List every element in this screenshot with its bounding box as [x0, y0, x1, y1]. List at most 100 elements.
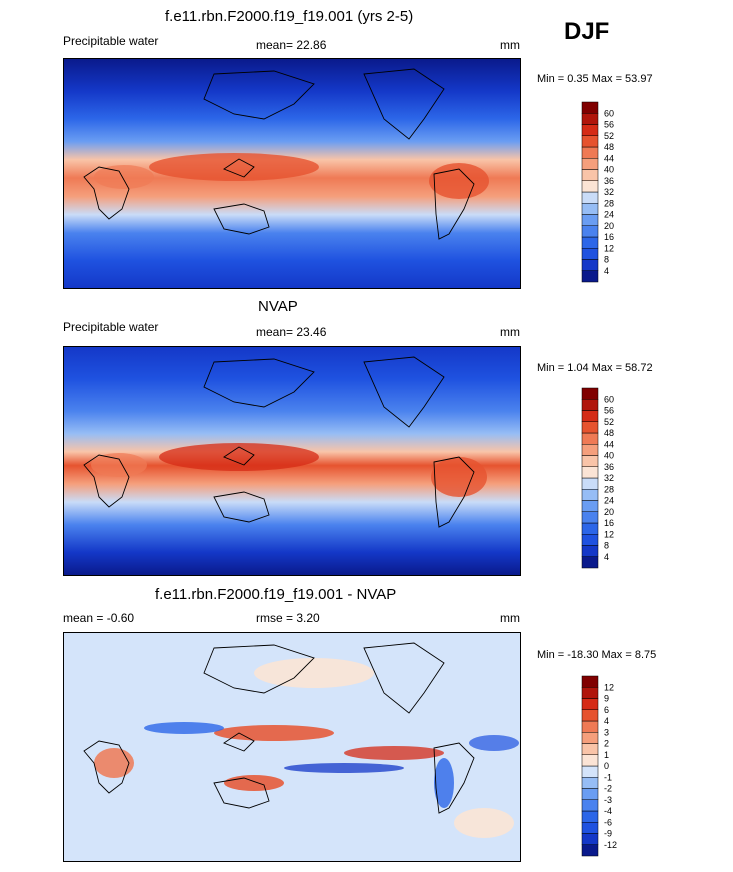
colorbar-tick-label: 4 — [604, 266, 609, 276]
panel2-title: NVAP — [258, 298, 298, 315]
colorbar-tick-label: 24 — [604, 210, 614, 220]
colorbar-tick-label: 32 — [604, 187, 614, 197]
panel3-map — [63, 632, 521, 862]
colorbar-swatch — [581, 421, 599, 434]
colorbar-tick-label: -3 — [604, 795, 612, 805]
colorbar-tick-label: 0 — [604, 761, 609, 771]
colorbar-swatch — [581, 675, 599, 688]
colorbar-tick-label: 16 — [604, 232, 614, 242]
colorbar-tick-label: -2 — [604, 784, 612, 794]
colorbar-tick-label: -9 — [604, 829, 612, 839]
colorbar-tick-label: -4 — [604, 806, 612, 816]
colorbar-swatch — [581, 743, 599, 755]
colorbar-tick-label: 4 — [604, 552, 609, 562]
colorbar-tick-label: 40 — [604, 451, 614, 461]
colorbar-swatch — [581, 810, 599, 823]
colorbar-tick-label: 1 — [604, 750, 609, 760]
colorbar-swatch — [581, 511, 599, 524]
colorbar-tick-label: 8 — [604, 255, 609, 265]
colorbar-swatch — [581, 124, 599, 136]
colorbar-swatch — [581, 732, 599, 744]
colorbar-tick-label: 12 — [604, 682, 614, 692]
colorbar-swatch — [581, 698, 599, 710]
colorbar-swatch — [581, 687, 599, 699]
colorbar-swatch — [581, 765, 599, 778]
colorbar-swatch — [581, 500, 599, 512]
colorbar-tick-label: 12 — [604, 529, 614, 539]
colorbar-swatch — [581, 236, 599, 249]
colorbar-swatch — [581, 180, 599, 193]
panel3-minmax-label: Min = -18.30 Max = 8.75 — [537, 649, 657, 661]
season-label: DJF — [564, 18, 610, 45]
colorbar-tick-label: -1 — [604, 772, 612, 782]
colorbar-swatch — [581, 709, 599, 722]
colorbar-tick-label: 16 — [604, 518, 614, 528]
panel1-title: f.e11.rbn.F2000.f19_f19.001 (yrs 2-5) — [165, 8, 414, 25]
colorbar-tick-label: 20 — [604, 221, 614, 231]
colorbar-swatch — [581, 477, 599, 490]
colorbar-swatch — [581, 270, 599, 283]
colorbar-swatch — [581, 489, 599, 501]
colorbar-swatch — [581, 158, 599, 170]
colorbar-swatch — [581, 259, 599, 271]
colorbar-tick-label: -12 — [604, 840, 617, 850]
colorbar-swatch — [581, 522, 599, 535]
colorbar-tick-label: 6 — [604, 705, 609, 715]
colorbar-tick-label: 56 — [604, 406, 614, 416]
colorbar-tick-label: 28 — [604, 198, 614, 208]
colorbar-swatch — [581, 844, 599, 857]
colorbar-swatch — [581, 833, 599, 845]
panel1-units-label: mm — [500, 38, 520, 52]
colorbar-tick-label: 36 — [604, 176, 614, 186]
colorbar-swatch — [581, 799, 599, 812]
colorbar-tick-label: 36 — [604, 462, 614, 472]
colorbar-swatch — [581, 146, 599, 159]
panel2-map — [63, 346, 521, 576]
colorbar-swatch — [581, 545, 599, 557]
panel2-mean-label: mean= 23.46 — [256, 325, 327, 339]
colorbar-swatch — [581, 214, 599, 226]
colorbar-swatch — [581, 777, 599, 789]
colorbar-tick-label: 52 — [604, 131, 614, 141]
panel3-title: f.e11.rbn.F2000.f19_f19.001 - NVAP — [155, 586, 397, 603]
colorbar-swatch — [581, 466, 599, 479]
colorbar-swatch — [581, 534, 599, 546]
colorbar-tick-label: 24 — [604, 496, 614, 506]
colorbar-swatch — [581, 399, 599, 411]
panel3-units-label: mm — [500, 611, 520, 625]
panel1-minmax-label: Min = 0.35 Max = 53.97 — [537, 73, 653, 85]
panel2-variable-label: Precipitable water — [63, 320, 159, 334]
colorbar-tick-label: 56 — [604, 120, 614, 130]
colorbar-tick-label: 20 — [604, 507, 614, 517]
colorbar-tick-label: 28 — [604, 484, 614, 494]
colorbar-swatch — [581, 410, 599, 422]
colorbar-tick-label: -6 — [604, 817, 612, 827]
colorbar-tick-label: 52 — [604, 417, 614, 427]
colorbar-tick-label: 44 — [604, 439, 614, 449]
colorbar-swatch — [581, 169, 599, 181]
colorbar-tick-label: 60 — [604, 108, 614, 118]
colorbar-tick-label: 12 — [604, 243, 614, 253]
panel3-colorbar: -12 -9 -6 -4 -3 -2 -1 0 1 2 3 4 6 9 12 — [581, 675, 622, 858]
colorbar-swatch — [581, 822, 599, 834]
colorbar-swatch — [581, 113, 599, 125]
panel2-minmax-label: Min = 1.04 Max = 58.72 — [537, 362, 653, 374]
colorbar-swatch — [581, 225, 599, 238]
panel3-rmse-label: rmse = 3.20 — [256, 611, 320, 625]
colorbar-tick-label: 60 — [604, 394, 614, 404]
colorbar-tick-label: 4 — [604, 716, 609, 726]
colorbar-tick-label: 9 — [604, 694, 609, 704]
colorbar-tick-label: 3 — [604, 727, 609, 737]
colorbar-swatch — [581, 444, 599, 456]
colorbar-tick-label: 48 — [604, 428, 614, 438]
panel1-map — [63, 58, 521, 289]
colorbar-swatch — [581, 556, 599, 569]
colorbar-swatch — [581, 788, 599, 800]
panel2-units-label: mm — [500, 325, 520, 339]
panel2-colorbar: 4 8 12 16 20 24 28 32 36 40 44 48 52 56 60 — [581, 387, 622, 570]
colorbar-swatch — [581, 191, 599, 204]
panel1-colorbar: 4 8 12 16 20 24 28 32 36 40 44 48 52 56 60 — [581, 101, 622, 284]
colorbar-tick-label: 48 — [604, 142, 614, 152]
colorbar-tick-label: 8 — [604, 541, 609, 551]
